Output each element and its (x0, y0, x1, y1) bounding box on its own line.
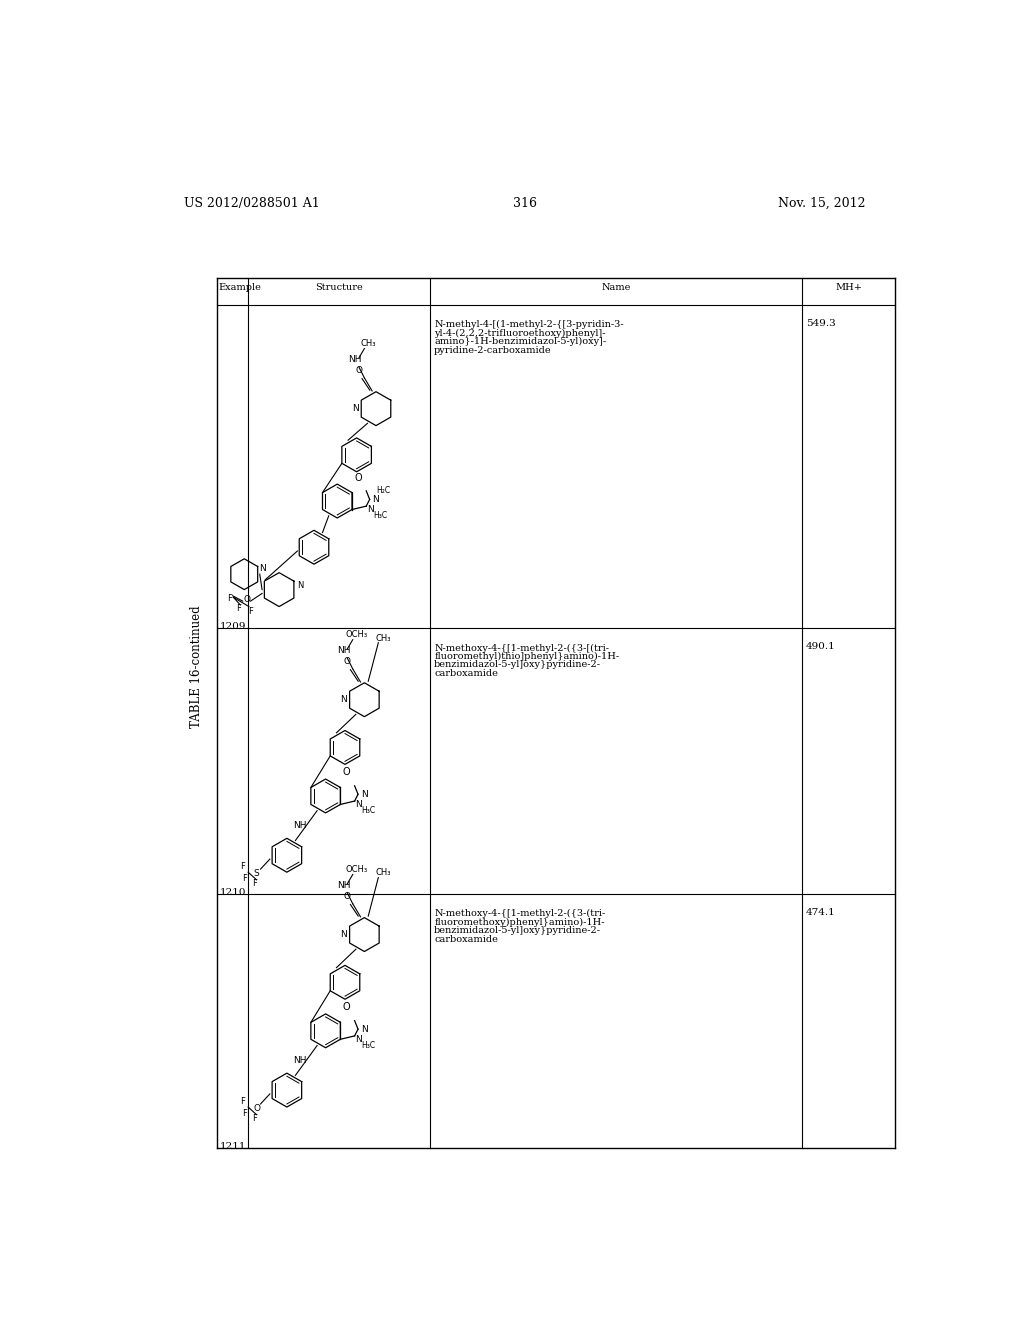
Text: NH: NH (293, 821, 307, 830)
Text: benzimidazol-5-yl]oxy}pyridine-2-: benzimidazol-5-yl]oxy}pyridine-2- (434, 927, 601, 935)
Text: benzimidazol-5-yl]oxy}pyridine-2-: benzimidazol-5-yl]oxy}pyridine-2- (434, 660, 601, 669)
Text: US 2012/0288501 A1: US 2012/0288501 A1 (183, 197, 319, 210)
Text: O: O (253, 1104, 260, 1113)
Text: amino}-1H-benzimidazol-5-yl)oxy]-: amino}-1H-benzimidazol-5-yl)oxy]- (434, 337, 606, 346)
Text: 316: 316 (513, 197, 537, 210)
Text: Structure: Structure (315, 282, 364, 292)
Text: F: F (252, 1114, 257, 1123)
Text: O: O (354, 473, 362, 483)
Text: O: O (355, 367, 362, 375)
Text: F: F (243, 1109, 248, 1118)
Text: F: F (241, 1097, 245, 1106)
Text: yl-4-(2,2,2-trifluoroethoxy)phenyl]-: yl-4-(2,2,2-trifluoroethoxy)phenyl]- (434, 329, 605, 338)
Text: pyridine-2-carboxamide: pyridine-2-carboxamide (434, 346, 552, 355)
Text: F: F (237, 605, 242, 614)
Text: 1211: 1211 (219, 1142, 246, 1151)
Text: N: N (355, 800, 361, 809)
Text: NH: NH (293, 1056, 307, 1065)
Text: NH: NH (337, 645, 350, 655)
Text: H₂C: H₂C (377, 486, 391, 495)
Text: 1209: 1209 (219, 622, 246, 631)
Text: H₃C: H₃C (361, 1040, 376, 1049)
Text: N: N (340, 931, 347, 939)
Text: F: F (241, 862, 245, 871)
Text: NH: NH (337, 880, 350, 890)
Text: carboxamide: carboxamide (434, 669, 498, 678)
Text: F: F (248, 607, 253, 615)
Text: O: O (344, 657, 351, 667)
Text: N-methoxy-4-{[1-methyl-2-({3-(tri-: N-methoxy-4-{[1-methyl-2-({3-(tri- (434, 909, 605, 919)
Text: 549.3: 549.3 (806, 318, 836, 327)
Text: OCH₃: OCH₃ (345, 865, 368, 874)
Text: F: F (243, 874, 248, 883)
Text: O: O (243, 595, 250, 605)
Text: F: F (252, 879, 257, 888)
Text: NH: NH (348, 355, 361, 364)
Text: N: N (297, 581, 303, 590)
Text: CH₃: CH₃ (376, 634, 391, 643)
Text: CH₃: CH₃ (376, 869, 391, 878)
Text: N: N (373, 495, 379, 504)
Text: carboxamide: carboxamide (434, 935, 498, 944)
Text: F: F (227, 594, 232, 603)
Text: N: N (360, 789, 368, 799)
Text: TABLE 16-continued: TABLE 16-continued (189, 606, 203, 727)
Text: CH₃: CH₃ (360, 339, 376, 347)
Text: fluoromethyl)thio]phenyl}amino)-1H-: fluoromethyl)thio]phenyl}amino)-1H- (434, 652, 620, 661)
Text: N-methyl-4-[(1-methyl-2-{[3-pyridin-3-: N-methyl-4-[(1-methyl-2-{[3-pyridin-3- (434, 321, 624, 329)
Text: N: N (351, 404, 358, 413)
Text: 1210: 1210 (219, 887, 246, 896)
Text: N: N (367, 506, 374, 515)
Text: N: N (340, 696, 347, 704)
Text: Name: Name (601, 282, 631, 292)
Text: O: O (343, 1002, 350, 1011)
Text: N: N (259, 564, 266, 573)
Text: 474.1: 474.1 (806, 908, 836, 916)
Text: Example: Example (219, 282, 261, 292)
Text: N: N (355, 1035, 361, 1044)
Text: O: O (344, 892, 351, 902)
Text: N-methoxy-4-{[1-methyl-2-({3-[(tri-: N-methoxy-4-{[1-methyl-2-({3-[(tri- (434, 644, 609, 652)
Text: 490.1: 490.1 (806, 642, 836, 651)
Text: H₃C: H₃C (361, 805, 376, 814)
Text: OCH₃: OCH₃ (345, 630, 368, 639)
Text: N: N (360, 1024, 368, 1034)
Text: fluoromethoxy)phenyl}amino)-1H-: fluoromethoxy)phenyl}amino)-1H- (434, 917, 604, 927)
Text: O: O (343, 767, 350, 776)
Text: H₃C: H₃C (373, 511, 387, 520)
Text: Nov. 15, 2012: Nov. 15, 2012 (778, 197, 866, 210)
Text: MH+: MH+ (836, 282, 862, 292)
Text: S: S (254, 870, 259, 878)
